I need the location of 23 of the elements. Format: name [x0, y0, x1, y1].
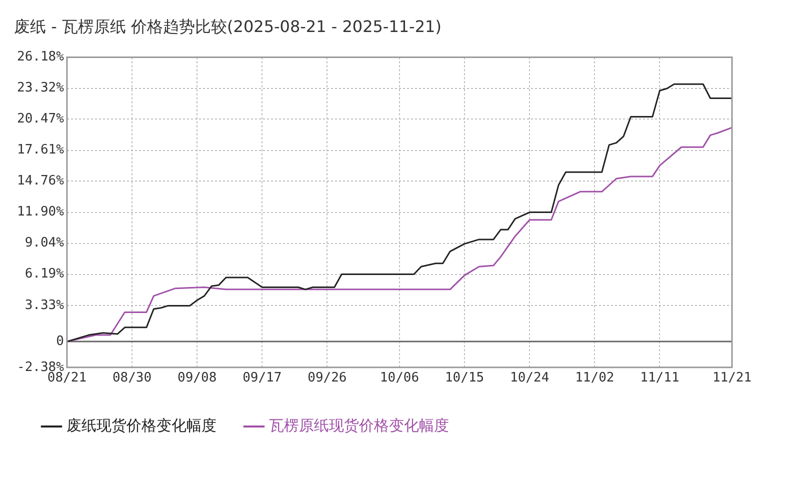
- chart-title: 废纸 - 瓦楞原纸 价格趋势比较(2025-08-21 - 2025-11-21): [14, 16, 442, 36]
- x-tick-label: 08/30: [112, 370, 152, 386]
- y-tick-label: 11.90%: [16, 204, 64, 220]
- x-tick-label: 09/08: [178, 370, 217, 386]
- x-tick-label: 09/17: [242, 370, 282, 386]
- y-tick-label: 6.19%: [24, 266, 64, 282]
- legend-label: 废纸现货价格变化幅度: [66, 416, 216, 434]
- x-tick-label: 11/21: [712, 370, 752, 386]
- x-tick-label: 11/11: [640, 370, 680, 386]
- y-tick-label: 17.61%: [16, 142, 64, 158]
- y-tick-label: 9.04%: [24, 236, 64, 251]
- y-tick-label: 23.32%: [16, 80, 64, 96]
- y-tick-label: 20.47%: [16, 112, 64, 127]
- legend-label: 瓦楞原纸现货价格变化幅度: [269, 416, 449, 434]
- y-tick-label: 3.33%: [24, 298, 64, 313]
- y-tick-label: 14.76%: [16, 174, 64, 189]
- x-tick-label: 10/15: [444, 370, 484, 386]
- y-tick-label: 0: [56, 334, 64, 349]
- x-tick-label: 11/02: [575, 370, 614, 386]
- y-tick-label: 26.18%: [16, 50, 64, 65]
- x-tick-label: 10/24: [510, 370, 550, 386]
- x-tick-label: 09/26: [308, 370, 347, 386]
- x-tick-label: 10/06: [380, 370, 420, 386]
